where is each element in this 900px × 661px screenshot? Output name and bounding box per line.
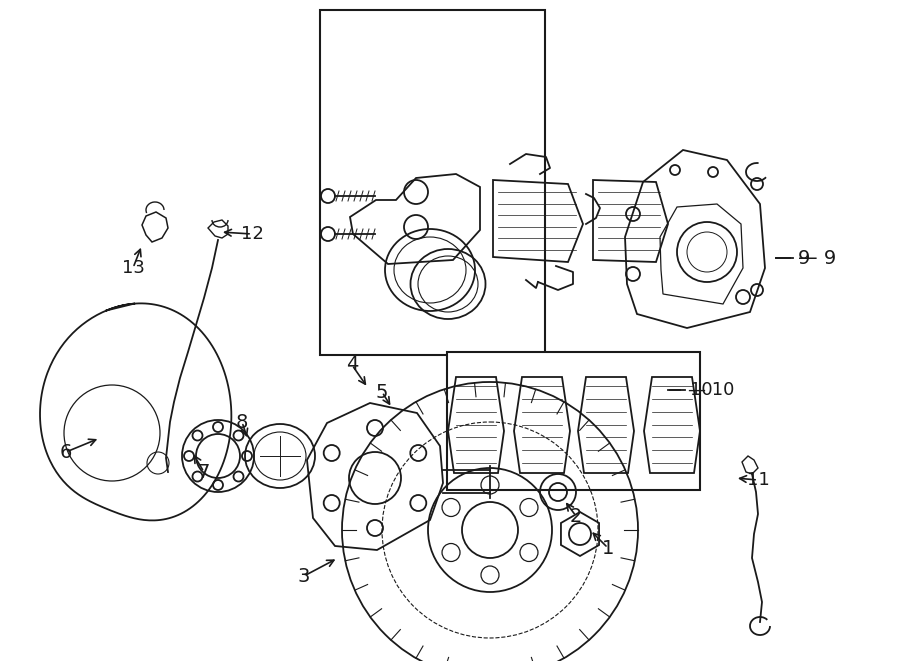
- Text: 10: 10: [690, 381, 713, 399]
- Text: 8: 8: [236, 412, 248, 432]
- Text: 7: 7: [198, 463, 211, 481]
- Text: 9: 9: [798, 249, 810, 268]
- Text: 3: 3: [298, 566, 310, 586]
- Text: — 10: — 10: [688, 381, 734, 399]
- Text: 11: 11: [747, 471, 770, 489]
- Text: 13: 13: [122, 259, 144, 277]
- Text: 2: 2: [570, 506, 582, 525]
- Text: 5: 5: [376, 383, 388, 401]
- Text: 1: 1: [602, 539, 614, 557]
- Bar: [320, 10, 545, 355]
- Bar: [447, 352, 700, 490]
- Text: 6: 6: [59, 442, 72, 461]
- Text: — 9: — 9: [798, 249, 836, 268]
- Text: 4: 4: [346, 356, 358, 375]
- Text: 12: 12: [240, 225, 264, 243]
